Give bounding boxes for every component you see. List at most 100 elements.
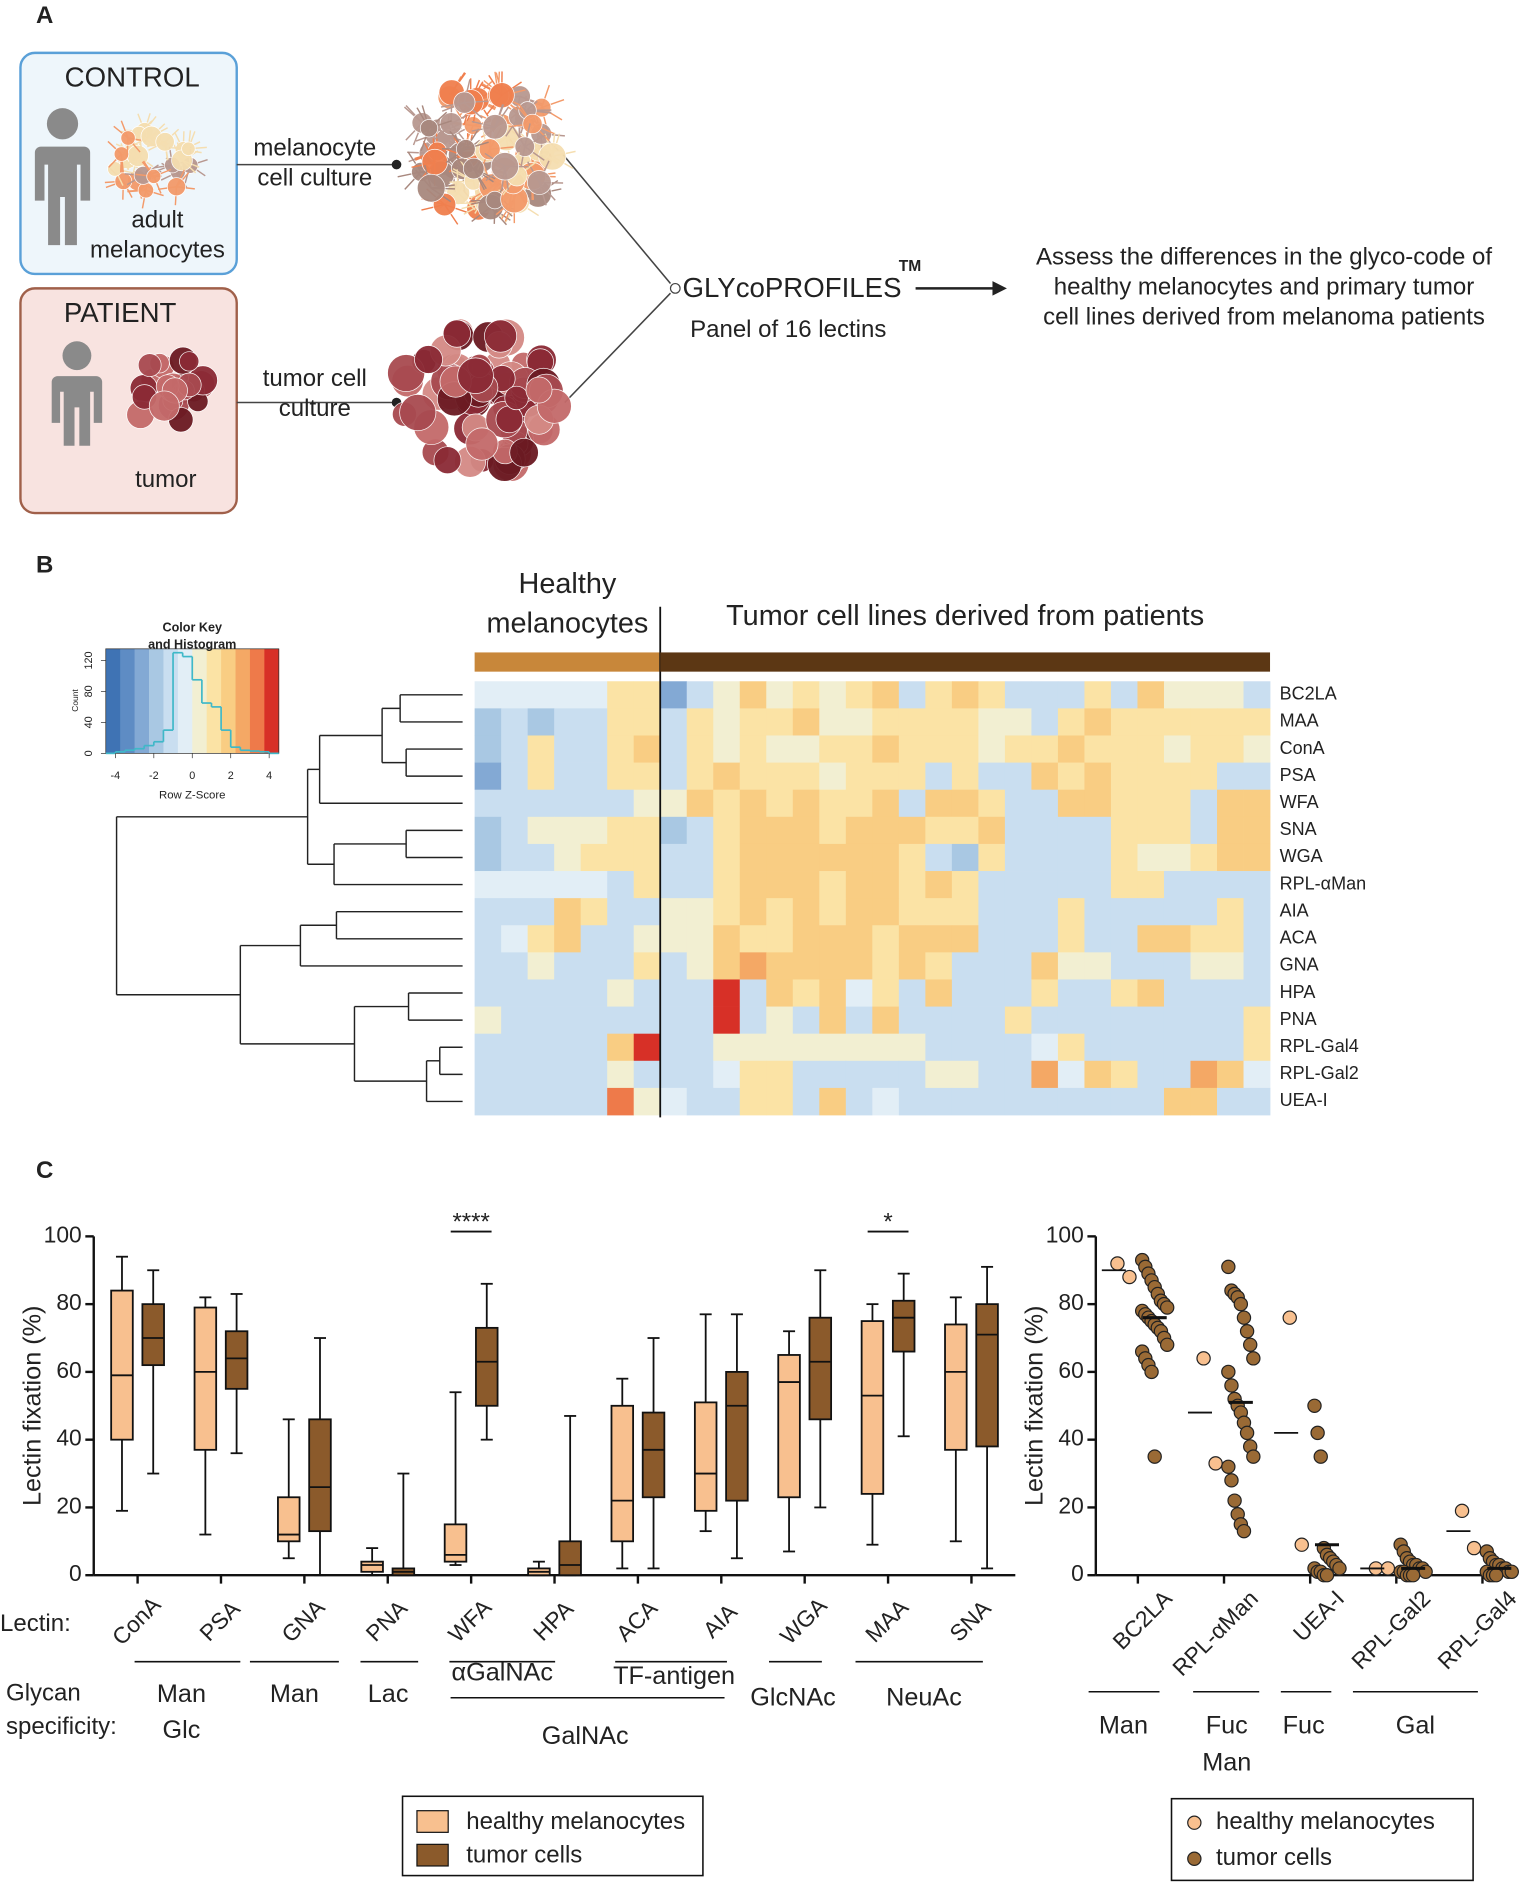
heatmap-cell [766,979,794,1007]
y-tick-label: 80 [56,1289,81,1315]
dot [1310,1425,1325,1441]
heatmap-cell [527,925,555,953]
box [641,1411,666,1499]
heatmap-cell [739,1087,767,1116]
heatmap-cell [1084,708,1112,736]
box [777,1354,801,1499]
heatmap-cell [554,1060,582,1089]
heatmap-cell [766,1033,794,1062]
heatmap-cell [1084,735,1112,763]
row-label: RPL-Gal4 [1280,1036,1359,1056]
heatmap-cell [766,898,794,926]
heatmap-cell [713,1060,741,1089]
heatmap-cell [607,925,635,953]
heatmap-cell [1110,871,1138,899]
heatmap-cell [1137,843,1165,872]
legend-swatch [416,1810,449,1833]
heatmap-cell [1110,1006,1138,1035]
heatmap-cell [1004,735,1032,763]
heatmap-cell [474,843,502,872]
arrow-head [992,281,1007,296]
heatmap-cell [607,762,635,791]
dot [1488,1567,1504,1583]
heatmap-cell [1137,762,1165,791]
heatmap-cell [501,871,529,899]
heatmap-cell [501,925,529,953]
heatmap-cell [1137,789,1165,818]
heatmap-cell [739,708,767,736]
heatmap-cell [898,843,926,872]
legend-frame [1170,1797,1474,1882]
cell [137,182,154,199]
heatmap-cell [978,735,1006,763]
cell [181,141,196,156]
glycan-label: Lac [368,1680,409,1708]
box [193,1306,218,1451]
heatmap-cell [1004,898,1032,926]
dot [1196,1351,1211,1366]
row-label: WFA [1280,792,1319,812]
heatmap-cell [1031,898,1059,926]
heatmap-cell [660,898,688,926]
heatmap-cell [872,708,900,736]
key-x-tick-label: 0 [189,770,195,782]
heatmap-cell [1031,1087,1059,1116]
heatmap-cell [501,1006,529,1035]
heatmap-cell [792,871,820,899]
heatmap-cell [1031,789,1059,818]
heatmap-cell [527,681,555,709]
heatmap-cell [766,735,794,763]
heatmap-cell [580,898,608,926]
heatmap-cell [925,708,953,736]
color-key-band [177,648,193,754]
heatmap-cell [1084,979,1112,1007]
patient-label: PATIENT [64,297,177,328]
heatmap-cell [1084,871,1112,899]
heatmap-cell [1137,1006,1165,1035]
glycan-label: Man [1202,1749,1251,1777]
heatmap-cell [633,789,661,818]
heatmap-cell [1190,1087,1218,1116]
category-title: Lectin: [0,1610,71,1637]
cell [465,427,499,461]
heatmap-cell [792,925,820,953]
row-label: RPL-Gal2 [1280,1063,1359,1083]
heatmap-cell [474,871,502,899]
heatmap-cell [1190,1033,1218,1062]
heatmap-cell [845,735,873,763]
dot [1224,1473,1239,1488]
heatmap-cell [686,1033,714,1062]
heatmap-cell [819,789,847,818]
heatmap-cell [607,1087,635,1116]
heatmap-cell [1031,925,1059,953]
x-tick-label: PNA [361,1594,413,1646]
heatmap-cell [1004,762,1032,791]
heatmap-cell [1057,925,1085,953]
y-axis-label: Lectin fixation (%) [18,1306,46,1506]
heatmap-cell [1190,898,1218,926]
heatmap-cell [1137,952,1165,980]
heatmap-cell [792,1060,820,1089]
heatmap-cell [1057,735,1085,763]
heatmap-cell [739,816,767,845]
heatmap-cell [951,1087,979,1116]
heatmap-cell [925,1060,953,1089]
heatmap-cell [554,952,582,980]
heatmap-cell [1137,979,1165,1007]
heatmap-cell [925,1006,953,1035]
heatmap-cell [1004,1033,1032,1062]
heatmap-cell [978,898,1006,926]
row-label: BC2LA [1280,684,1337,704]
cell [399,394,437,432]
heatmap-cell [686,708,714,736]
heatmap-cell [1084,925,1112,953]
heatmap-cell [739,681,767,709]
heatmap-cell [978,871,1006,899]
heatmap-cell [898,898,926,926]
heatmap-cell [792,843,820,872]
heatmap-cell [633,762,661,791]
heatmap-cell [819,871,847,899]
heatmap-cell [819,762,847,791]
heatmap-cell [1031,708,1059,736]
heatmap-cell [1110,762,1138,791]
